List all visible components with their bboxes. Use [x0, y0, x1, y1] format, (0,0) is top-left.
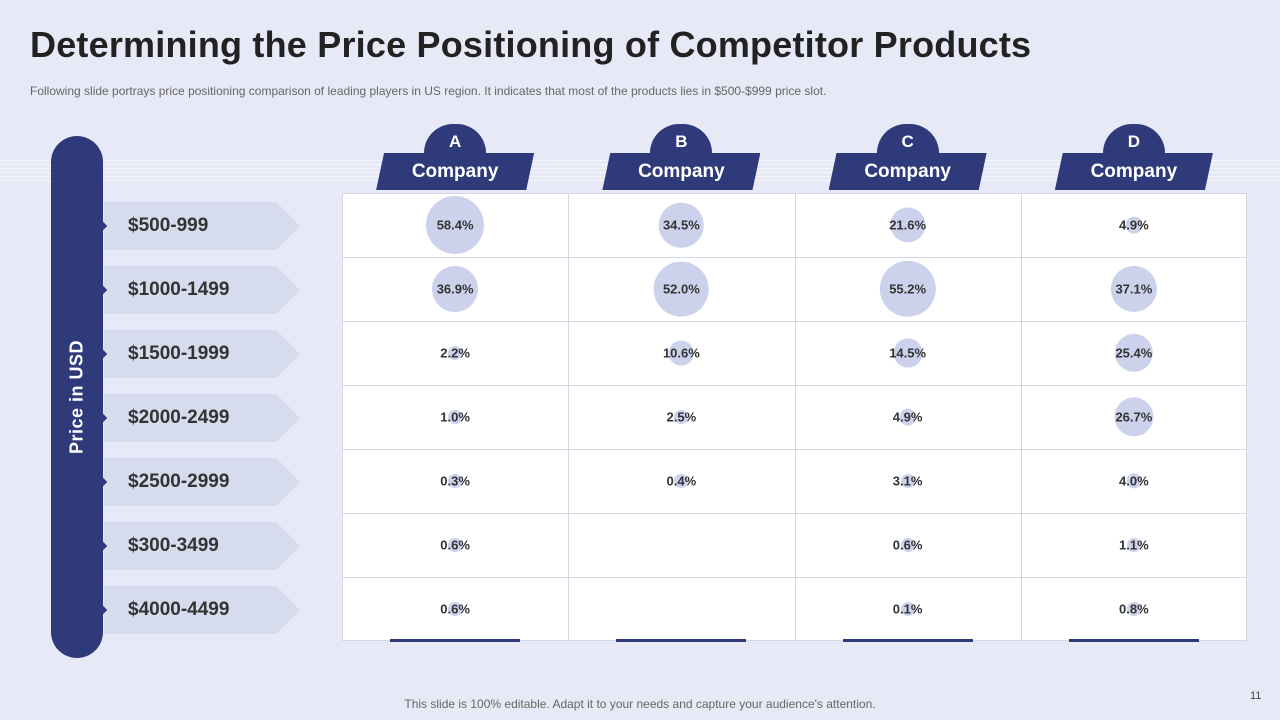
value-label: 0.3%	[440, 473, 470, 489]
company-name-banner: Company	[828, 153, 987, 190]
value-bubble	[659, 202, 704, 248]
value-bubble	[654, 261, 709, 317]
value-bubble	[1114, 333, 1153, 373]
value-bubble	[900, 474, 915, 488]
value-bubble	[1126, 473, 1142, 489]
page-number: 11	[1250, 690, 1262, 702]
price-range-label: $2000-2499	[104, 394, 300, 442]
value-label: 34.5%	[662, 217, 700, 233]
value-label: 37.1%	[1115, 281, 1153, 297]
grid-row-line	[343, 385, 1246, 386]
value-label: 4.9%	[1119, 217, 1149, 233]
value-label: 52.0%	[662, 281, 700, 297]
value-bubble	[448, 410, 463, 424]
footer-note: This slide is 100% editable. Adapt it to…	[404, 697, 876, 711]
price-range-text: $1000-1499	[128, 279, 230, 300]
price-range-label: $300-3499	[104, 522, 300, 570]
grid-row-line	[343, 321, 1246, 322]
column-underline	[616, 639, 747, 642]
price-range-label: $1000-1499	[104, 266, 300, 314]
value-label: 4.9%	[892, 409, 923, 425]
value-label: 10.6%	[662, 345, 700, 361]
value-label: 0.6%	[440, 537, 470, 553]
value-bubble	[899, 408, 917, 426]
price-range-text: $4000-4499	[128, 599, 230, 620]
value-label: 14.5%	[889, 345, 927, 361]
price-axis-label: Price in USD	[66, 339, 87, 455]
grid-column-line	[568, 194, 570, 640]
value-label: 0.6%	[892, 537, 923, 553]
page-subtitle: Following slide portrays price positioni…	[30, 84, 827, 98]
bubble-table: 58.4% 36.9% 2.2% 1.0% 0.3% 0.6% 0.6% 34.5% 52.0%…	[342, 193, 1247, 641]
value-bubble	[1126, 602, 1141, 616]
grid-row-line	[343, 513, 1246, 514]
value-label: 55.2%	[889, 281, 927, 297]
company-name-banner: Company	[1054, 153, 1213, 190]
value-bubble	[669, 340, 694, 366]
price-range-label: $1500-1999	[104, 330, 300, 378]
price-range-label: $4000-4499	[104, 586, 300, 634]
value-label: 36.9%	[436, 281, 474, 297]
column-underline	[1068, 639, 1199, 642]
value-label: 0.8%	[1119, 601, 1149, 617]
value-bubble	[448, 346, 463, 360]
value-label: 1.0%	[440, 409, 470, 425]
value-label: 3.1%	[892, 473, 923, 489]
column-underline	[842, 639, 973, 642]
value-label: 1.1%	[1119, 537, 1149, 553]
value-label: 58.4%	[436, 217, 474, 233]
price-range-text: $2500-2999	[128, 471, 230, 492]
value-label: 2.2%	[440, 345, 470, 361]
value-label: 0.4%	[666, 473, 697, 489]
value-bubble	[900, 538, 915, 552]
column-underline	[390, 639, 521, 642]
value-bubble	[879, 260, 936, 318]
value-label: 25.4%	[1115, 345, 1153, 361]
value-label: 21.6%	[889, 217, 927, 233]
value-bubble	[448, 474, 463, 488]
value-bubble	[889, 207, 926, 243]
price-axis-bar	[51, 136, 103, 658]
price-range-text: $1500-1999	[128, 343, 230, 364]
value-bubble	[426, 196, 485, 254]
grid-row-line	[343, 257, 1246, 258]
page-title: Determining the Price Positioning of Com…	[30, 24, 1032, 65]
value-bubble	[674, 474, 689, 488]
value-bubble	[1125, 216, 1143, 234]
grid-row-line	[343, 449, 1246, 450]
value-bubble	[1126, 538, 1141, 552]
company-name-banner: Company	[376, 153, 535, 190]
value-label: 0.6%	[440, 601, 470, 617]
company-name-banner: Company	[602, 153, 761, 190]
value-bubble	[448, 538, 463, 552]
value-bubble	[432, 265, 479, 313]
grid-column-line	[794, 194, 796, 640]
value-label: 26.7%	[1115, 409, 1153, 425]
value-label: 0.1%	[892, 601, 923, 617]
price-range-label: $500-999	[104, 202, 300, 250]
value-bubble	[448, 602, 463, 616]
value-label: 2.5%	[666, 409, 697, 425]
value-bubble	[893, 338, 923, 368]
value-bubble	[674, 410, 689, 424]
price-range-text: $300-3499	[128, 535, 219, 556]
grid-column-line	[1020, 194, 1022, 640]
price-range-text: $500-999	[128, 215, 209, 236]
value-label: 4.0%	[1119, 473, 1149, 489]
value-bubble	[1114, 397, 1154, 437]
price-range-label: $2500-2999	[104, 458, 300, 506]
price-range-text: $2000-2499	[128, 407, 230, 428]
value-bubble	[900, 602, 915, 616]
value-bubble	[1110, 265, 1157, 313]
grid-row-line	[343, 577, 1246, 578]
